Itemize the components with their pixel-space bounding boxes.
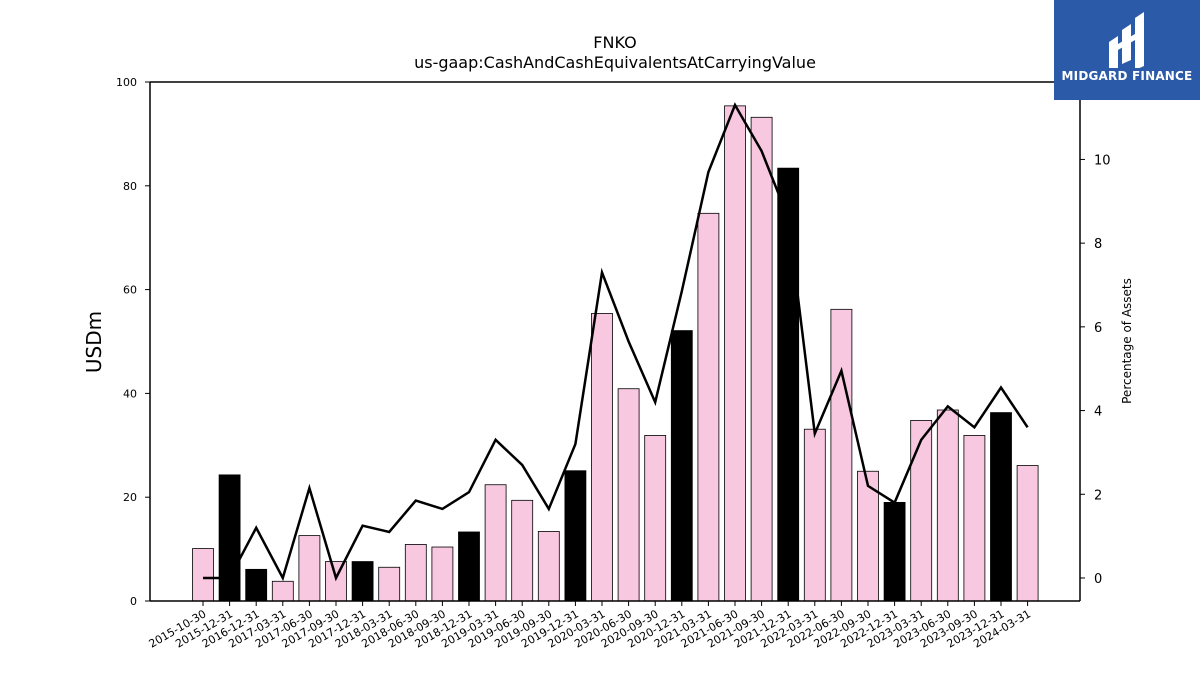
bar-2021-03-31	[697, 212, 720, 602]
bar-2019-09-30	[537, 531, 560, 602]
bar-2018-06-30	[404, 544, 427, 602]
y-tick-label: 60	[123, 284, 137, 297]
logo-mark-icon	[1109, 12, 1144, 68]
bar-2017-12-31	[351, 561, 374, 602]
bar-2020-03-31	[591, 313, 613, 602]
bar-2020-09-30	[644, 435, 667, 602]
bar-2020-06-30	[617, 388, 640, 602]
y-tick-label: 20	[123, 491, 137, 504]
bar-2018-03-31	[378, 566, 401, 602]
y2-axis-label: Percentage of Assets	[1120, 278, 1134, 404]
bar-2016-12-31	[245, 568, 268, 602]
y2-tick-label: 4	[1094, 405, 1102, 420]
bar-2019-03-31	[484, 484, 507, 602]
bar-2021-06-30	[724, 105, 746, 602]
y2-tick-label: 2	[1094, 488, 1102, 503]
y2-tick-label: 8	[1094, 237, 1102, 252]
y-tick-label: 80	[123, 180, 137, 193]
y-tick-label: 100	[116, 76, 137, 89]
y2-tick-label: 6	[1094, 321, 1102, 336]
y-axis-label: USDm	[82, 311, 106, 373]
bar-2023-12-31	[990, 412, 1012, 602]
bar-2017-06-30	[298, 535, 321, 602]
y2-tick-label: 0	[1094, 572, 1102, 587]
logo-text: MIDGARD FINANCE	[1061, 69, 1193, 83]
bar-2024-03-31	[1016, 465, 1039, 602]
bar-2023-06-30	[936, 409, 959, 602]
bar-2019-06-30	[511, 499, 534, 602]
bar-2019-12-31	[564, 470, 587, 602]
bar-2021-09-30	[750, 116, 773, 602]
bar-2023-03-31	[910, 419, 933, 602]
y-tick-label: 40	[123, 387, 137, 400]
chart-subtitle: us-gaap:CashAndCashEquivalentsAtCarrying…	[414, 53, 816, 72]
y-tick-label: 0	[130, 595, 137, 608]
bar-2023-09-30	[963, 435, 986, 602]
bar-2015-10-30	[192, 548, 214, 602]
bar-2017-09-30	[325, 561, 347, 602]
bar-2015-12-31	[218, 474, 241, 602]
percentage-line	[203, 102, 1029, 582]
bar-2020-12-31	[670, 330, 693, 602]
bar-2018-12-31	[458, 531, 480, 602]
bar-2018-09-30	[431, 546, 454, 602]
bar-2022-12-31	[883, 501, 906, 602]
bar-2017-03-31	[271, 580, 294, 602]
chart-title: FNKO	[593, 33, 636, 52]
brand-logo: MIDGARD FINANCE	[1054, 0, 1200, 100]
bar-2022-06-30	[830, 308, 853, 602]
bar-2021-12-31	[777, 167, 800, 602]
bar-2022-03-31	[803, 428, 826, 602]
y2-tick-label: 10	[1094, 153, 1111, 168]
